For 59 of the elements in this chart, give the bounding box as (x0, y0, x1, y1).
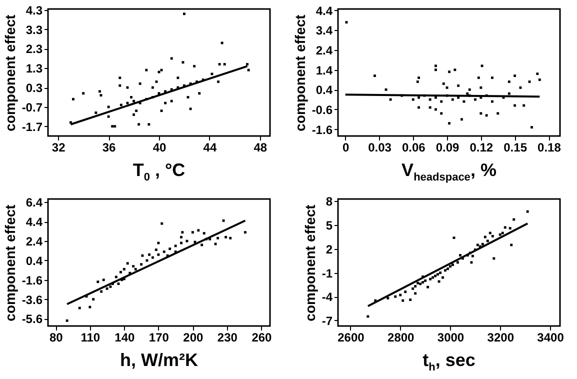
y-tick-label: 4.4 (26, 215, 43, 230)
x-tick-label: 3000 (437, 330, 464, 344)
y-axis-title: component effect (2, 14, 18, 132)
x-tick-label: 0.09 (436, 140, 460, 154)
y-tick-label: -1.7 (22, 120, 43, 134)
y-tick-label: -5.6 (22, 312, 43, 326)
x-tick-label: 0.12 (470, 140, 494, 154)
x-tick-label: 140 (114, 330, 135, 344)
y-tick-label: 0.3 (26, 81, 43, 96)
y-tick-label: 1.4 (316, 63, 333, 78)
x-tick-label: 0.15 (504, 140, 528, 154)
x-tick-label: 260 (252, 330, 272, 344)
x-tick-label: 32 (52, 140, 66, 154)
y-axis-title: component effect (292, 14, 308, 132)
y-tick-label: -0.6 (312, 102, 333, 117)
y-tick-label: 2.4 (316, 44, 333, 58)
x-tick-label: 48 (254, 140, 268, 154)
x-tick-label: 0.18 (538, 140, 562, 154)
x-tick-label: 0.03 (368, 140, 392, 154)
x-axis-title: t$_{h}$, sec (422, 350, 476, 374)
x-tick-label: 3200 (487, 330, 514, 344)
x-tick-label: 36 (102, 140, 116, 154)
y-tick-label: 8 (326, 194, 333, 209)
y-tick-label: 5 (326, 218, 333, 233)
y-axis-title: component effect (2, 204, 18, 322)
x-tick-label: 2800 (388, 330, 415, 344)
x-tick-label: 170 (148, 330, 170, 344)
y-tick-label: 1.3 (26, 62, 43, 76)
y-tick-label: 0.4 (316, 83, 333, 98)
x-axis-title: T$_{0}$ , °C (132, 160, 186, 184)
x-tick-label: 44 (203, 140, 217, 154)
y-tick-label: 3.3 (26, 22, 43, 37)
y-tick-label: 3.4 (316, 24, 333, 38)
x-tick-label: 0.06 (402, 140, 426, 154)
x-tick-label: 2600 (338, 330, 365, 344)
y-tick-label: -0.7 (22, 100, 43, 114)
x-tick-label: 110 (80, 330, 100, 344)
y-tick-label: 4.4 (316, 4, 333, 18)
y-tick-label: -1.6 (22, 273, 43, 288)
y-tick-label: -1.6 (312, 122, 333, 137)
x-axis-title: h, W/m²K (119, 350, 199, 371)
y-axis-title: component effect (302, 204, 318, 322)
x-axis-title: V$_{headspace}$, % (400, 160, 498, 184)
y-tick-label: -7 (322, 314, 333, 328)
x-tick-label: 3400 (537, 330, 564, 344)
x-tick-label: 0 (342, 140, 350, 154)
y-tick-label: 6.4 (26, 196, 43, 210)
y-tick-label: 0.4 (26, 254, 43, 268)
y-tick-label: 2 (326, 242, 333, 256)
x-tick-label: 80 (49, 330, 64, 344)
x-tick-label: 40 (152, 140, 166, 154)
y-tick-label: -4 (322, 290, 333, 304)
x-tick-label: 200 (183, 330, 204, 344)
x-tick-label: 230 (217, 330, 238, 344)
y-tick-label: -3.6 (22, 292, 43, 307)
y-tick-label: 2.4 (26, 234, 43, 249)
y-tick-label: -1 (322, 266, 333, 280)
y-tick-label: 4.3 (26, 3, 43, 18)
y-tick-label: 2.3 (26, 42, 43, 56)
